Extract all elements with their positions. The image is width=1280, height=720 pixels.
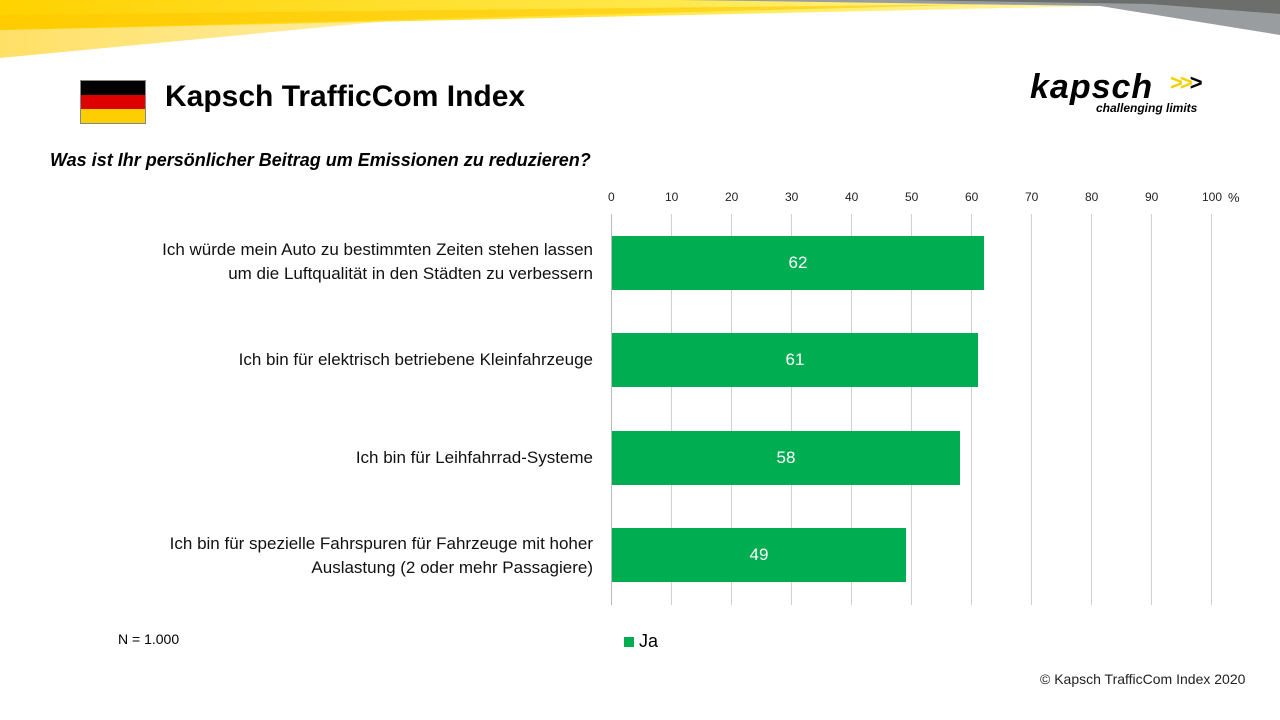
category-label-line: Ich bin für Leihfahrrad-Systeme xyxy=(355,448,593,467)
x-tick: 20 xyxy=(725,190,739,204)
x-tick: 10 xyxy=(665,190,679,204)
x-tick: 100 xyxy=(1202,190,1223,204)
bar-value-label: 61 xyxy=(785,350,805,369)
bar: 58 xyxy=(612,431,960,485)
x-tick: 70 xyxy=(1025,190,1039,204)
gridline xyxy=(1211,214,1212,605)
gridline xyxy=(851,214,852,605)
x-tick: 60 xyxy=(965,190,979,204)
category-label-line: Ich würde mein Auto zu bestimmten Zeiten… xyxy=(162,240,593,259)
gridline xyxy=(1091,214,1092,605)
category-label: Ich bin für elektrisch betriebene Kleinf… xyxy=(239,348,593,372)
legend-label: Ja xyxy=(639,631,659,651)
x-tick: 50 xyxy=(905,190,919,204)
gridline xyxy=(1031,214,1032,605)
category-label-line: Auslastung (2 oder mehr Passagiere) xyxy=(311,558,593,577)
bar-value-label: 62 xyxy=(788,253,808,272)
bar: 62 xyxy=(612,236,984,290)
category-label-line: Ich bin für spezielle Fahrspuren für Fah… xyxy=(169,534,593,553)
sample-size: N = 1.000 xyxy=(118,631,180,647)
kapsch-logo: kapsch >>> challenging limits xyxy=(1030,68,1240,118)
category-label: Ich bin für spezielle Fahrspuren für Fah… xyxy=(170,532,593,580)
germany-flag-icon xyxy=(80,80,146,124)
page-title: Kapsch TrafficCom Index xyxy=(165,80,526,113)
category-label-line: um die Luftqualität in den Städten zu ve… xyxy=(228,264,593,283)
gridline xyxy=(971,214,972,605)
gridline xyxy=(671,214,672,605)
gridline xyxy=(791,214,792,605)
gridline xyxy=(731,214,732,605)
category-label: Ich bin für Leihfahrrad-Systeme xyxy=(356,446,593,470)
x-tick: 40 xyxy=(845,190,859,204)
bar: 49 xyxy=(612,528,906,582)
x-tick: 30 xyxy=(785,190,799,204)
logo-arrows-icon: >>> xyxy=(1170,70,1203,95)
copyright: © Kapsch TrafficCom Index 2020 xyxy=(1040,671,1246,687)
bar-value-label: 49 xyxy=(749,545,769,564)
logo-tagline: challenging limits xyxy=(1096,101,1198,115)
x-tick: 90 xyxy=(1145,190,1159,204)
gridline xyxy=(1151,214,1152,605)
bar-value-label: 58 xyxy=(776,448,796,467)
gridline xyxy=(911,214,912,605)
x-tick: 80 xyxy=(1085,190,1099,204)
x-tick: 0 xyxy=(608,190,615,204)
category-label-line: Ich bin für elektrisch betriebene Kleinf… xyxy=(238,350,593,369)
legend: Ja xyxy=(624,631,658,652)
y-axis-line xyxy=(611,214,612,605)
bar: 61 xyxy=(612,333,978,387)
x-unit: % xyxy=(1228,190,1240,205)
logo-wordmark: kapsch xyxy=(1030,68,1154,106)
chart-question: Was ist Ihr persönlicher Beitrag um Emis… xyxy=(50,150,591,170)
category-label: Ich würde mein Auto zu bestimmten Zeiten… xyxy=(162,238,593,286)
legend-swatch-icon xyxy=(624,636,634,647)
header-banner xyxy=(0,0,1280,58)
